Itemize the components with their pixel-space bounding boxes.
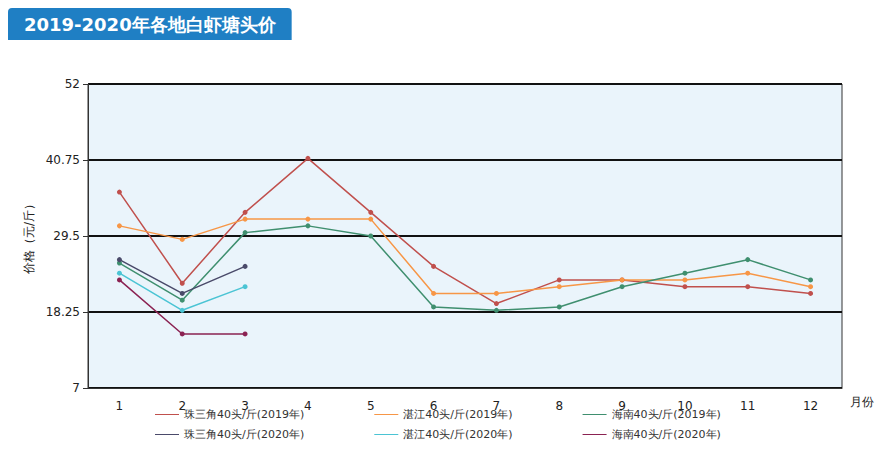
svg-text:2: 2: [178, 399, 187, 413]
svg-text:海南40头/斤(2019年): 海南40头/斤(2019年): [612, 408, 721, 421]
svg-text:珠三角40头/斤(2019年): 珠三角40头/斤(2019年): [184, 408, 304, 421]
svg-text:1: 1: [116, 399, 124, 413]
svg-text:9: 9: [618, 399, 626, 413]
svg-text:月份: 月份: [850, 395, 874, 409]
svg-text:12: 12: [803, 399, 818, 413]
svg-text:10: 10: [677, 399, 693, 413]
svg-text:湛江40头/斤(2020年): 湛江40头/斤(2020年): [403, 428, 512, 441]
svg-text:珠三角40头/斤(2020年): 珠三角40头/斤(2020年): [184, 428, 304, 441]
svg-text:40.75: 40.75: [46, 153, 80, 167]
svg-text:4: 4: [304, 399, 312, 413]
svg-text:7: 7: [492, 399, 501, 413]
svg-text:7: 7: [72, 381, 80, 395]
svg-text:6: 6: [429, 399, 438, 413]
svg-text:29.5: 29.5: [53, 229, 80, 243]
svg-text:价格（元/斤）: 价格（元/斤）: [22, 198, 36, 275]
svg-text:海南40头/斤(2020年): 海南40头/斤(2020年): [612, 428, 721, 441]
svg-text:8: 8: [555, 399, 563, 413]
svg-text:52: 52: [65, 77, 80, 91]
svg-text:3: 3: [241, 399, 249, 413]
svg-text:2019-2020年各地白虾塘头价: 2019-2020年各地白虾塘头价: [24, 14, 277, 35]
svg-text:5: 5: [367, 399, 375, 413]
svg-text:11: 11: [740, 399, 755, 413]
svg-text:18.25: 18.25: [46, 305, 80, 319]
svg-text:湛江40头/斤(2019年): 湛江40头/斤(2019年): [403, 408, 512, 421]
